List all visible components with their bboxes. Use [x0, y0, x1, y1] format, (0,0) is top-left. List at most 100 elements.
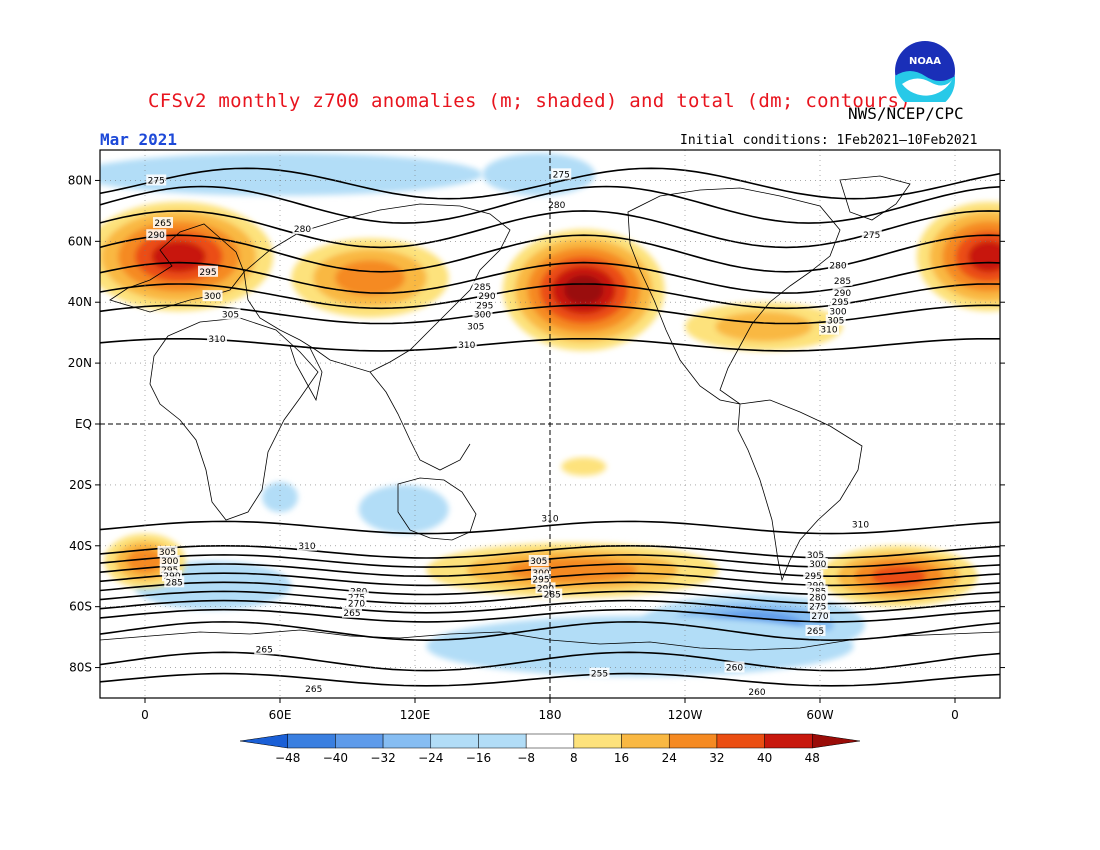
colorbar-tick-label: −40	[323, 751, 348, 765]
contour-label: 260	[726, 664, 743, 674]
contour-label-bg	[825, 314, 846, 326]
contour-label-bg	[202, 290, 223, 302]
lon-label: 120E	[400, 708, 431, 722]
contour-label: 300	[474, 310, 491, 320]
contour-label: 265	[807, 627, 824, 637]
contour-label: 265	[256, 645, 273, 655]
lat-label: 20N	[68, 356, 92, 370]
contour-label-bg	[551, 168, 572, 180]
anomaly-cell	[291, 238, 449, 318]
contour-label: 280	[809, 594, 826, 604]
contour-label-bg	[465, 320, 486, 332]
colorbar-segment	[573, 733, 622, 749]
contour-label-bg	[828, 259, 848, 271]
contour-label-bg	[542, 588, 563, 600]
contour-line	[100, 672, 1000, 687]
colorbar-tick-label: −16	[466, 751, 491, 765]
lat-label: 60S	[69, 600, 92, 614]
colorbar-segment	[335, 733, 384, 749]
contour-label: 305	[530, 557, 547, 567]
contour-line	[100, 544, 1000, 559]
graticule	[100, 150, 1000, 698]
contour-label-bg	[807, 591, 828, 603]
anomaly-cell	[482, 153, 595, 196]
colorbar-segment	[668, 733, 718, 749]
contour-label-bg	[724, 661, 745, 673]
contour-label-bg	[162, 570, 182, 582]
contour-line	[100, 234, 1000, 273]
contour-label-bg	[531, 567, 551, 579]
contour-label: 270	[348, 600, 365, 610]
coast-africa	[149, 317, 319, 521]
contour-label: 285	[166, 578, 183, 588]
colorbar-segment	[716, 733, 765, 749]
contour-line	[100, 210, 1000, 249]
lat-label: 40S	[69, 539, 92, 553]
colorbar-tick-label: 48	[805, 751, 820, 765]
anomaly-cell	[358, 484, 449, 534]
colorbar-tick-label: −32	[370, 751, 395, 765]
contour-label: 275	[553, 170, 570, 180]
contour-label-bg	[850, 518, 871, 530]
contour-label-bg	[198, 265, 218, 277]
contour-label: 300	[161, 557, 178, 567]
anomaly-cell	[262, 481, 298, 513]
contour-label-bg	[477, 290, 497, 302]
map-axes: 80N 60N 40N 20N EQ 20S 40S 60S 80S 0 60E 120E 180 120…	[68, 173, 1005, 722]
colorbar-tick-label: −8	[517, 751, 535, 765]
contour-label-bg	[164, 576, 185, 588]
contour-label-bg	[292, 223, 313, 235]
anomaly-cell	[426, 542, 719, 598]
contour-label: 285	[474, 283, 491, 293]
contour-label: 280	[294, 225, 311, 235]
lat-label: 40N	[68, 295, 92, 309]
contour-line	[100, 608, 1000, 623]
contour-label-bg	[254, 643, 275, 655]
contour-label: 295	[805, 572, 822, 582]
contour-label: 280	[829, 262, 846, 272]
colorbar-segment	[382, 733, 432, 749]
contour-label: 290	[478, 292, 495, 302]
map-title: CFSv2 monthly z700 anomalies (m; shaded)…	[148, 90, 912, 112]
coast-greenland	[839, 175, 911, 221]
contour-label-bg	[348, 585, 369, 597]
contour-label-bg	[830, 296, 851, 308]
contour-label: 280	[548, 201, 565, 211]
anomaly-cell	[685, 302, 843, 351]
anomaly-level	[968, 240, 1000, 273]
lat-label: 60N	[68, 234, 92, 248]
coast-north-america	[627, 187, 841, 405]
agency-label: NWS/NCEP/CPC	[848, 104, 964, 123]
colorbar-end-triangle	[812, 733, 861, 749]
contour-label-bg	[807, 558, 828, 570]
anomaly-level	[564, 275, 604, 305]
coast-south-america	[737, 399, 863, 582]
contour-line	[100, 338, 1000, 352]
colorbar-segment	[764, 733, 813, 749]
lon-label: 0	[951, 708, 959, 722]
contour-label-bg	[472, 308, 493, 320]
colorbar-segment	[478, 733, 527, 749]
contour-label-bg	[807, 600, 828, 612]
contour-label: 295	[532, 575, 549, 585]
colorbar-segment	[430, 733, 479, 749]
contour-label: 305	[467, 323, 484, 333]
contour-label-bg	[157, 545, 178, 557]
coast-asia	[243, 203, 511, 373]
contour-label: 300	[829, 307, 846, 317]
contour-label: 275	[863, 231, 880, 241]
anomaly-cell	[100, 201, 274, 312]
lat-label: EQ	[75, 417, 92, 431]
colorbar-end-triangle	[239, 733, 288, 749]
colorbar-tick-label: 16	[614, 751, 629, 765]
coast-europe	[109, 223, 245, 313]
contour-label-bg	[346, 591, 367, 603]
contour-label: 310	[458, 341, 475, 351]
lon-label: 0	[141, 708, 149, 722]
logo-gull	[902, 78, 952, 96]
anomaly-level	[482, 153, 595, 196]
contour-label: 305	[827, 316, 844, 326]
anomaly-level	[262, 481, 298, 513]
contour-label-bg	[303, 682, 324, 694]
contour-label-bg	[297, 539, 317, 551]
